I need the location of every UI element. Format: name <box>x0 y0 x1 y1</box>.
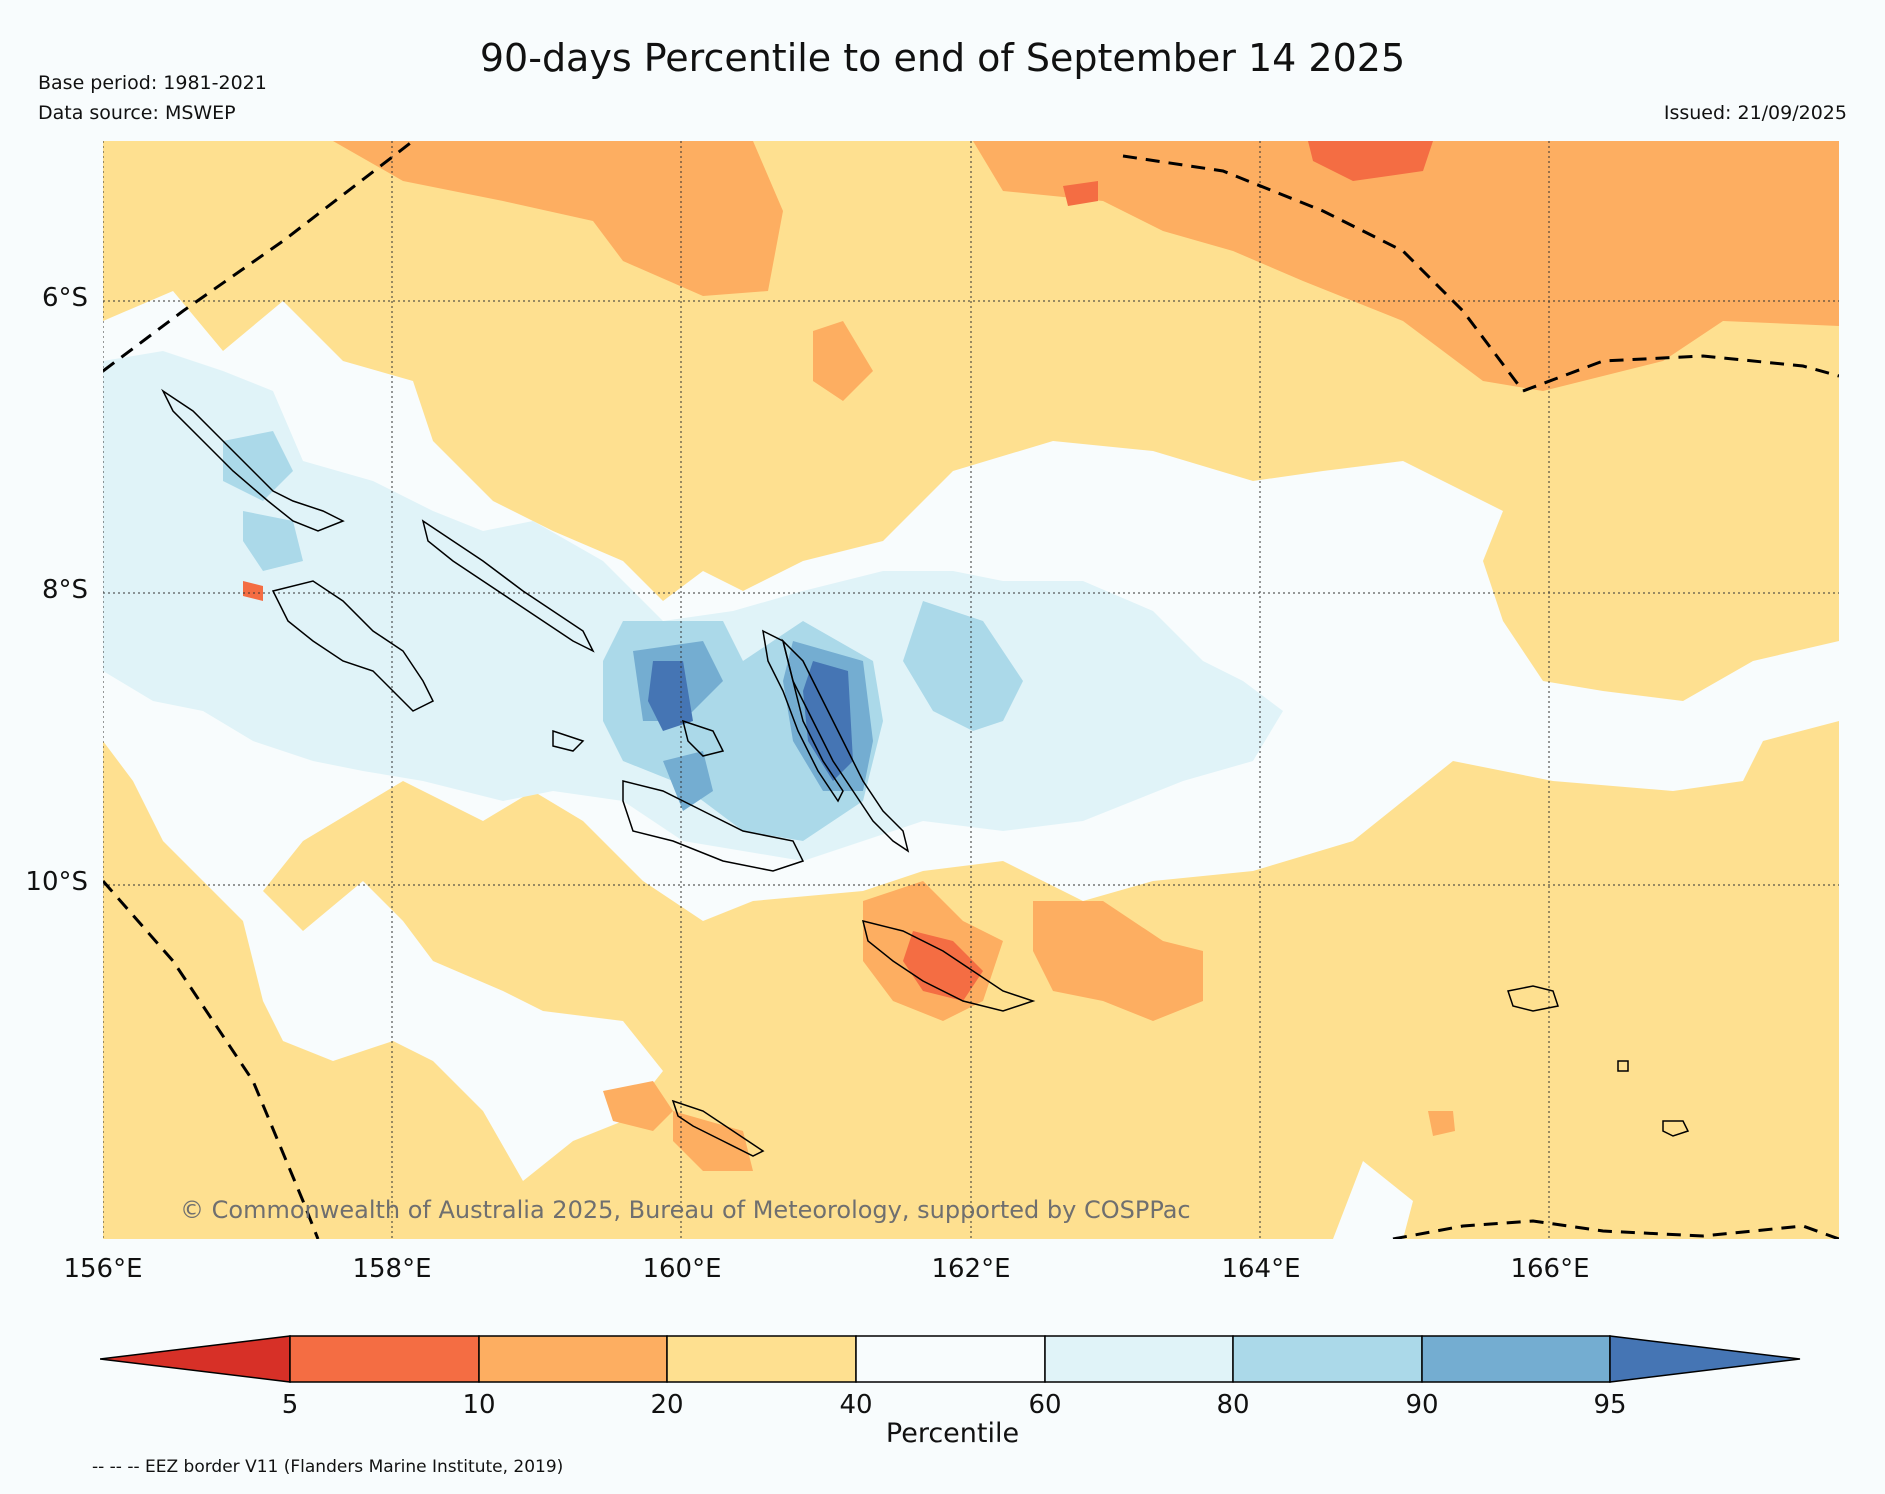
percentile-map <box>103 141 1839 1239</box>
chart-title: 90-days Percentile to end of September 1… <box>479 36 1406 80</box>
colorbar-bin-40-60 <box>855 1335 1046 1383</box>
colorbar-bin-60-80 <box>1044 1335 1234 1383</box>
percentile-shading <box>103 141 1839 1239</box>
colorbar-extend-low <box>100 1335 291 1383</box>
colorbar-bin-10-20 <box>478 1335 668 1383</box>
coastlines <box>161 388 1690 1157</box>
colorbar-tick-20: 20 <box>650 1390 684 1420</box>
colorbar-tick-60: 60 <box>1028 1390 1062 1420</box>
lon-label-164e: 164°E <box>1221 1254 1301 1284</box>
makira-island <box>861 919 1036 1012</box>
colorbar-tick-40: 40 <box>839 1390 873 1420</box>
colorbar-bin-80-90 <box>1232 1335 1423 1383</box>
graticule <box>103 141 1839 1239</box>
band-5-10-south <box>243 581 983 1001</box>
eez-borders <box>103 141 1839 1239</box>
band-10-20-north <box>333 141 1839 401</box>
band-60-80 <box>103 351 1283 861</box>
colorbar-tick-90: 90 <box>1405 1390 1439 1420</box>
lat-label-6s: 6°S <box>41 283 88 313</box>
colorbar-bin-20-40 <box>666 1335 857 1383</box>
eez-legend-note: -- -- -- EEZ border V11 (Flanders Marine… <box>92 1457 564 1477</box>
data-source-label: Data source: MSWEP <box>38 102 236 124</box>
lat-label-10s: 10°S <box>25 867 88 897</box>
colorbar-tick-5: 5 <box>281 1390 299 1420</box>
lon-label-158e: 158°E <box>352 1254 432 1284</box>
colorbar-tick-10: 10 <box>462 1390 496 1420</box>
malaita-island <box>762 629 844 803</box>
colorbar-extend-high <box>1609 1335 1801 1383</box>
santa-cruz-islands <box>1507 985 1690 1137</box>
lon-label-160e: 160°E <box>642 1254 722 1284</box>
choiseul-island <box>421 519 595 653</box>
lon-label-166e: 166°E <box>1510 1254 1590 1284</box>
lon-label-156e: 156°E <box>63 1254 143 1284</box>
nggela-islands <box>552 719 725 757</box>
colorbar-bin-5-10 <box>289 1335 480 1383</box>
band-10-20-south <box>603 881 1455 1171</box>
colorbar-tick-80: 80 <box>1216 1390 1250 1420</box>
copyright-notice: © Commonwealth of Australia 2025, Bureau… <box>180 1196 1191 1224</box>
new-georgia-islands <box>271 580 435 712</box>
bougainville-island <box>161 388 345 532</box>
issued-date-label: Issued: 21/09/2025 <box>1663 102 1847 124</box>
colorbar-bin-90-95 <box>1421 1335 1611 1383</box>
band-above-95 <box>648 661 853 781</box>
guadalcanal-island <box>622 780 805 872</box>
rennell-island <box>671 1099 765 1157</box>
santa-isabel-island <box>781 638 910 853</box>
colorbar-tick-95: 95 <box>1593 1390 1627 1420</box>
colorbar-title: Percentile <box>885 1418 1020 1449</box>
band-5-10-north <box>1063 141 1433 206</box>
lat-label-8s: 8°S <box>41 575 88 605</box>
base-period-label: Base period: 1981-2021 <box>38 72 267 94</box>
lon-label-162e: 162°E <box>931 1254 1011 1284</box>
percentile-colorbar <box>100 1335 1801 1383</box>
